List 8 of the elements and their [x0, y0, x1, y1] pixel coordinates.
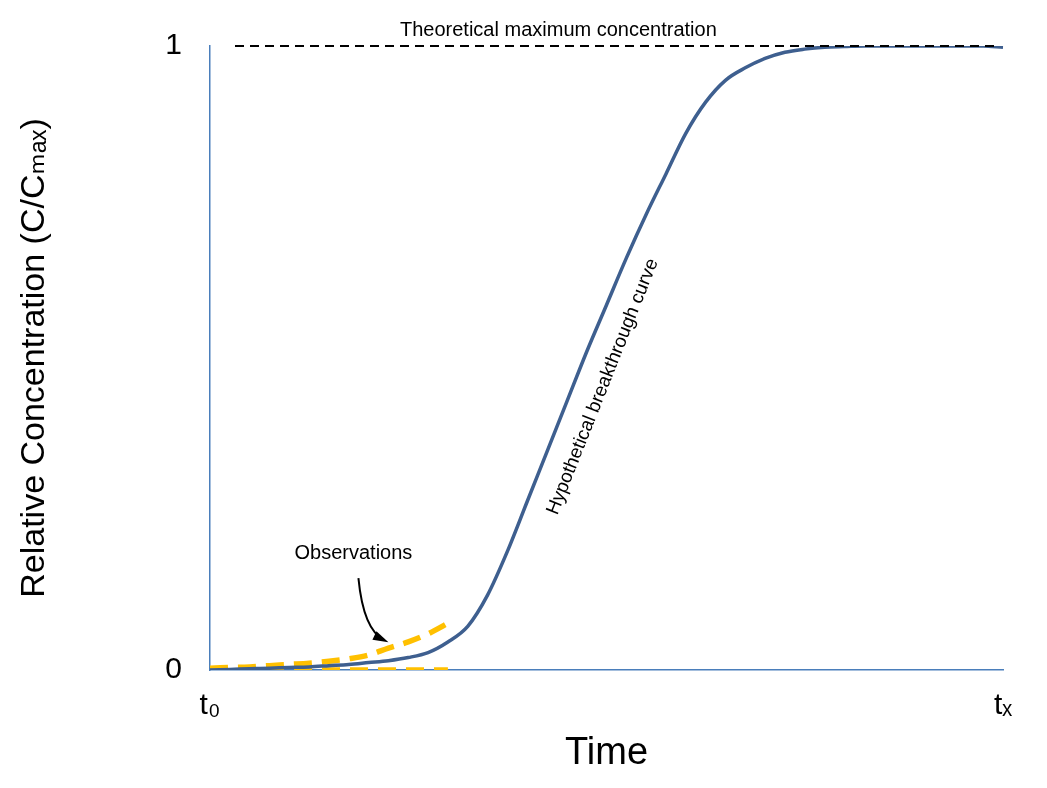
ref-line-label: Theoretical maximum concentration	[400, 17, 717, 40]
x-axis-title: Time	[564, 729, 649, 772]
y-axis-title: Relative Concentration (C/Cₘₐₓ)	[12, 118, 51, 598]
x-tick-label: tₓ	[993, 687, 1013, 721]
y-tick-label: 1	[165, 27, 182, 61]
y-tick-label: 0	[165, 651, 182, 685]
text: Observations	[294, 540, 413, 563]
x-tick-label: t₀	[199, 687, 221, 721]
